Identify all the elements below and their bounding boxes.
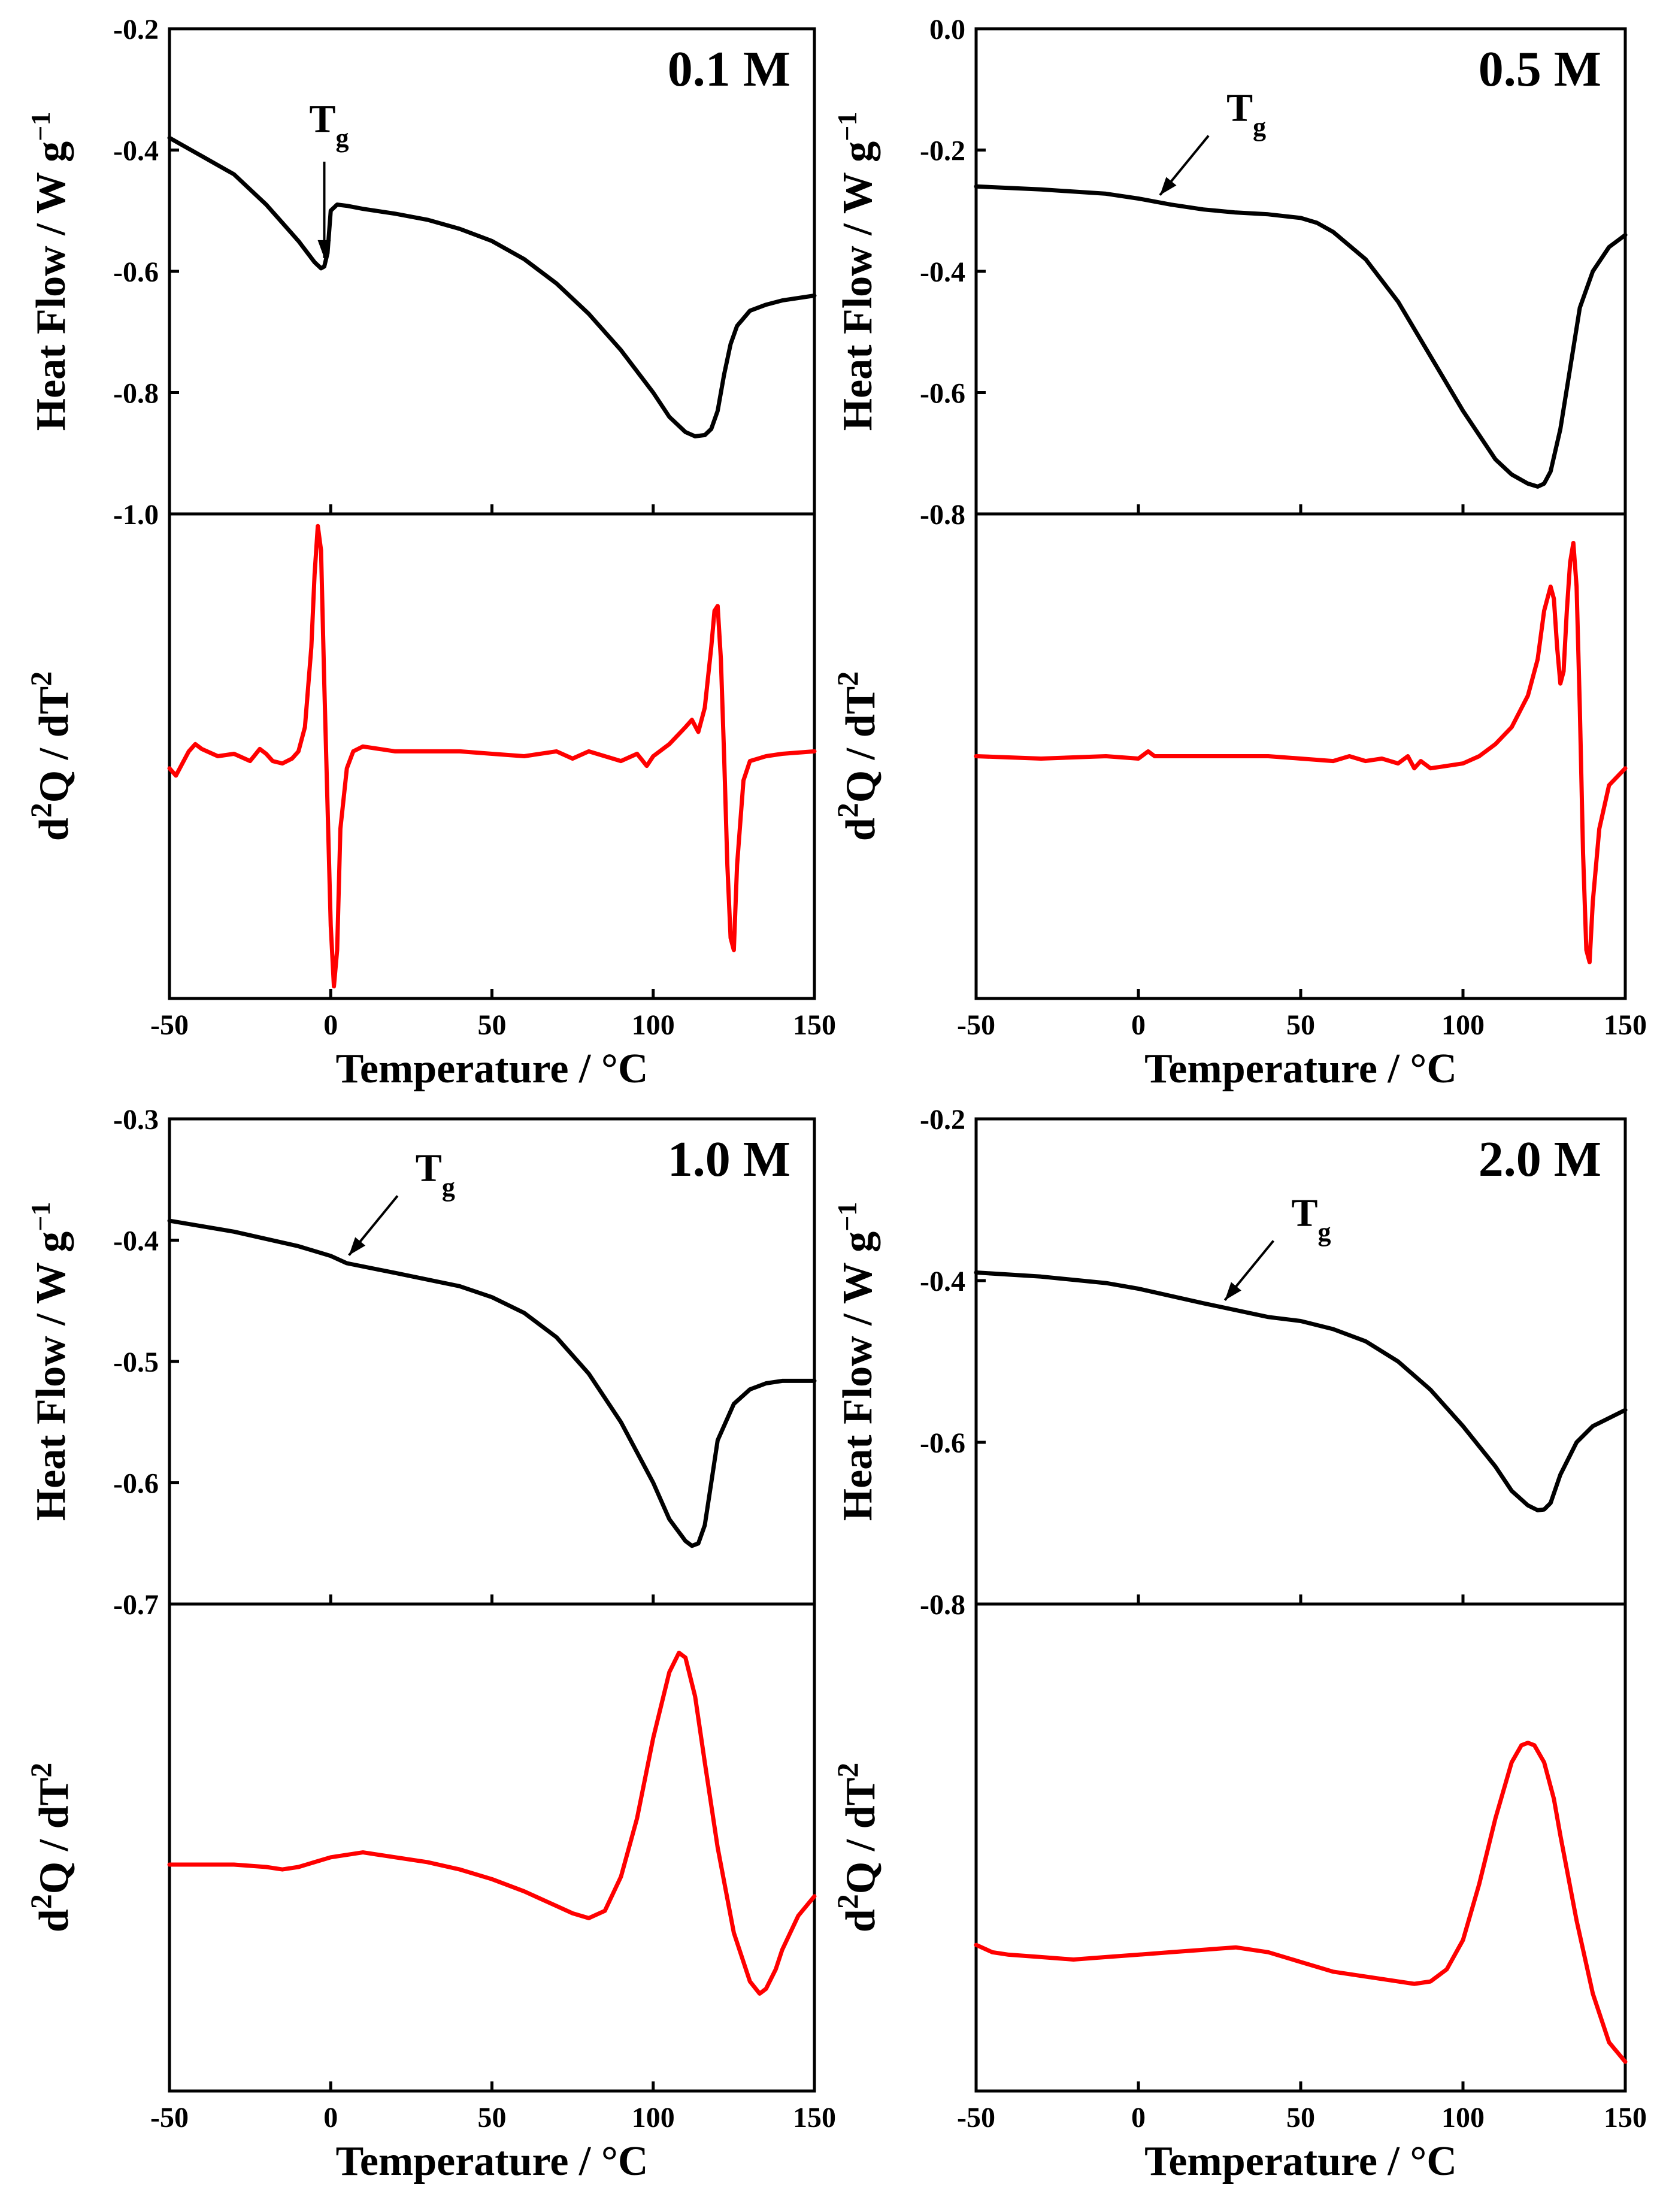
p2-x-tick-label: 50 [1286,1009,1315,1041]
p2-x-axis-title: Temperature / °C [1144,1046,1457,1092]
p4-y-tick-label: -0.6 [920,1427,965,1459]
p4-y-tick-label: -0.4 [920,1266,965,1297]
p2-y-tick-label: 0.0 [929,14,965,46]
p1-x-tick-label: 100 [632,1009,675,1041]
p1-tg-label: Tg [309,97,349,153]
panel-1: -50 0 50 100 150 Temperature / °C -0.2 -0.4 -0.6… [24,14,836,1092]
p4-y-tick-label: -0.2 [920,1104,965,1136]
p1-y-tick-label: -0.8 [113,378,159,410]
p1-d2q-series [167,524,817,989]
p4-d2q-series [974,1741,1628,2064]
p3-y-tick-label: -0.4 [113,1225,159,1257]
p3-x-tick-label: 100 [632,2102,675,2134]
p1-y-tick-label: -0.6 [113,256,159,288]
p4-y-tick-label: -0.8 [920,1589,965,1621]
p2-heatflow-series [974,184,1628,489]
p4-concentration-label: 2.0 M [1479,1131,1601,1187]
p3-y-tick-label: -0.5 [113,1346,159,1378]
p2-heatflow-axis-title: Heat Flow / W g−1 [832,112,882,431]
p1-x-tick-label: 0 [323,1009,338,1041]
p1-x-tick-label: 50 [478,1009,507,1041]
p1-y-tick-label: -1.0 [113,499,159,531]
p4-x-axis-title: Temperature / °C [1144,2138,1457,2184]
p2-d2q-axis-title: d2Q / dT2 [831,671,884,841]
p4-x-tick-label: 0 [1131,2102,1146,2134]
p1-concentration-label: 0.1 M [668,41,790,97]
p1-x-tick-label: -50 [150,1009,189,1041]
p2-tg-arrowhead [1159,177,1177,195]
p2-x-tick-label: 0 [1131,1009,1146,1041]
p1-y-tick-label: -0.2 [113,14,159,46]
p2-d2q-series [974,541,1628,964]
p3-heatflow-series [167,1218,817,1548]
p4-tg-label: Tg [1292,1191,1331,1247]
p2-y-tick-label: -0.6 [920,378,965,410]
p2-y-tick-label: -0.2 [920,135,965,167]
p2-concentration-label: 0.5 M [1479,41,1601,97]
panel-2: -50 0 50 100 150 Temperature / °C 0.0 -0.2 -0.4 -… [831,14,1647,1092]
panel-4: -50 0 50 100 150 Temperature / °C -0.2 -0.4 -0.6… [831,1104,1647,2184]
p1-x-tick-label: 150 [793,1009,836,1041]
p2-tg-label: Tg [1226,86,1266,142]
p3-y-tick-label: -0.6 [113,1468,159,1500]
p4-d2q-axis-title: d2Q / dT2 [831,1763,884,1932]
p1-y-tick-label: -0.4 [113,135,159,167]
p1-d2q-axis-title: d2Q / dT2 [24,671,77,841]
p3-heatflow-axis-title: Heat Flow / W g−1 [25,1202,75,1521]
p3-x-tick-label: 0 [323,2102,338,2134]
panel-3: -50 0 50 100 150 Temperature / °C -0.3 -0.4 -0.5… [24,1104,836,2184]
p3-x-axis-title: Temperature / °C [336,2138,649,2184]
p1-heatflow-series [167,135,817,438]
p3-d2q-axis-title: d2Q / dT2 [24,1763,77,1932]
p4-heatflow-series [974,1270,1628,1512]
p3-x-tick-label: -50 [150,2102,189,2134]
p4-x-tick-label: -50 [957,2102,995,2134]
p1-tg-arrowhead [317,240,331,258]
p3-tg-label: Tg [416,1146,455,1202]
p1-heatflow-axis-title: Heat Flow / W g−1 [25,112,75,431]
p3-concentration-label: 1.0 M [668,1131,790,1187]
p4-x-tick-label: 50 [1286,2102,1315,2134]
p3-y-tick-label: -0.7 [113,1589,159,1621]
p3-y-tick-label: -0.3 [113,1104,159,1136]
p2-y-tick-label: -0.8 [920,499,965,531]
p2-x-tick-label: 150 [1604,1009,1647,1041]
p3-d2q-series [167,1650,817,1996]
p2-x-tick-label: 100 [1441,1009,1485,1041]
p1-x-axis-title: Temperature / °C [336,1046,649,1092]
p4-heatflow-axis-title: Heat Flow / W g−1 [832,1202,882,1521]
p3-tg-arrowhead [349,1237,366,1255]
p4-tg-arrowhead [1225,1282,1241,1300]
p2-x-tick-label: -50 [957,1009,995,1041]
p2-y-tick-label: -0.4 [920,256,965,288]
p4-x-tick-label: 100 [1441,2102,1485,2134]
p3-x-tick-label: 50 [478,2102,507,2134]
p3-x-tick-label: 150 [793,2102,836,2134]
p4-x-tick-label: 150 [1604,2102,1647,2134]
